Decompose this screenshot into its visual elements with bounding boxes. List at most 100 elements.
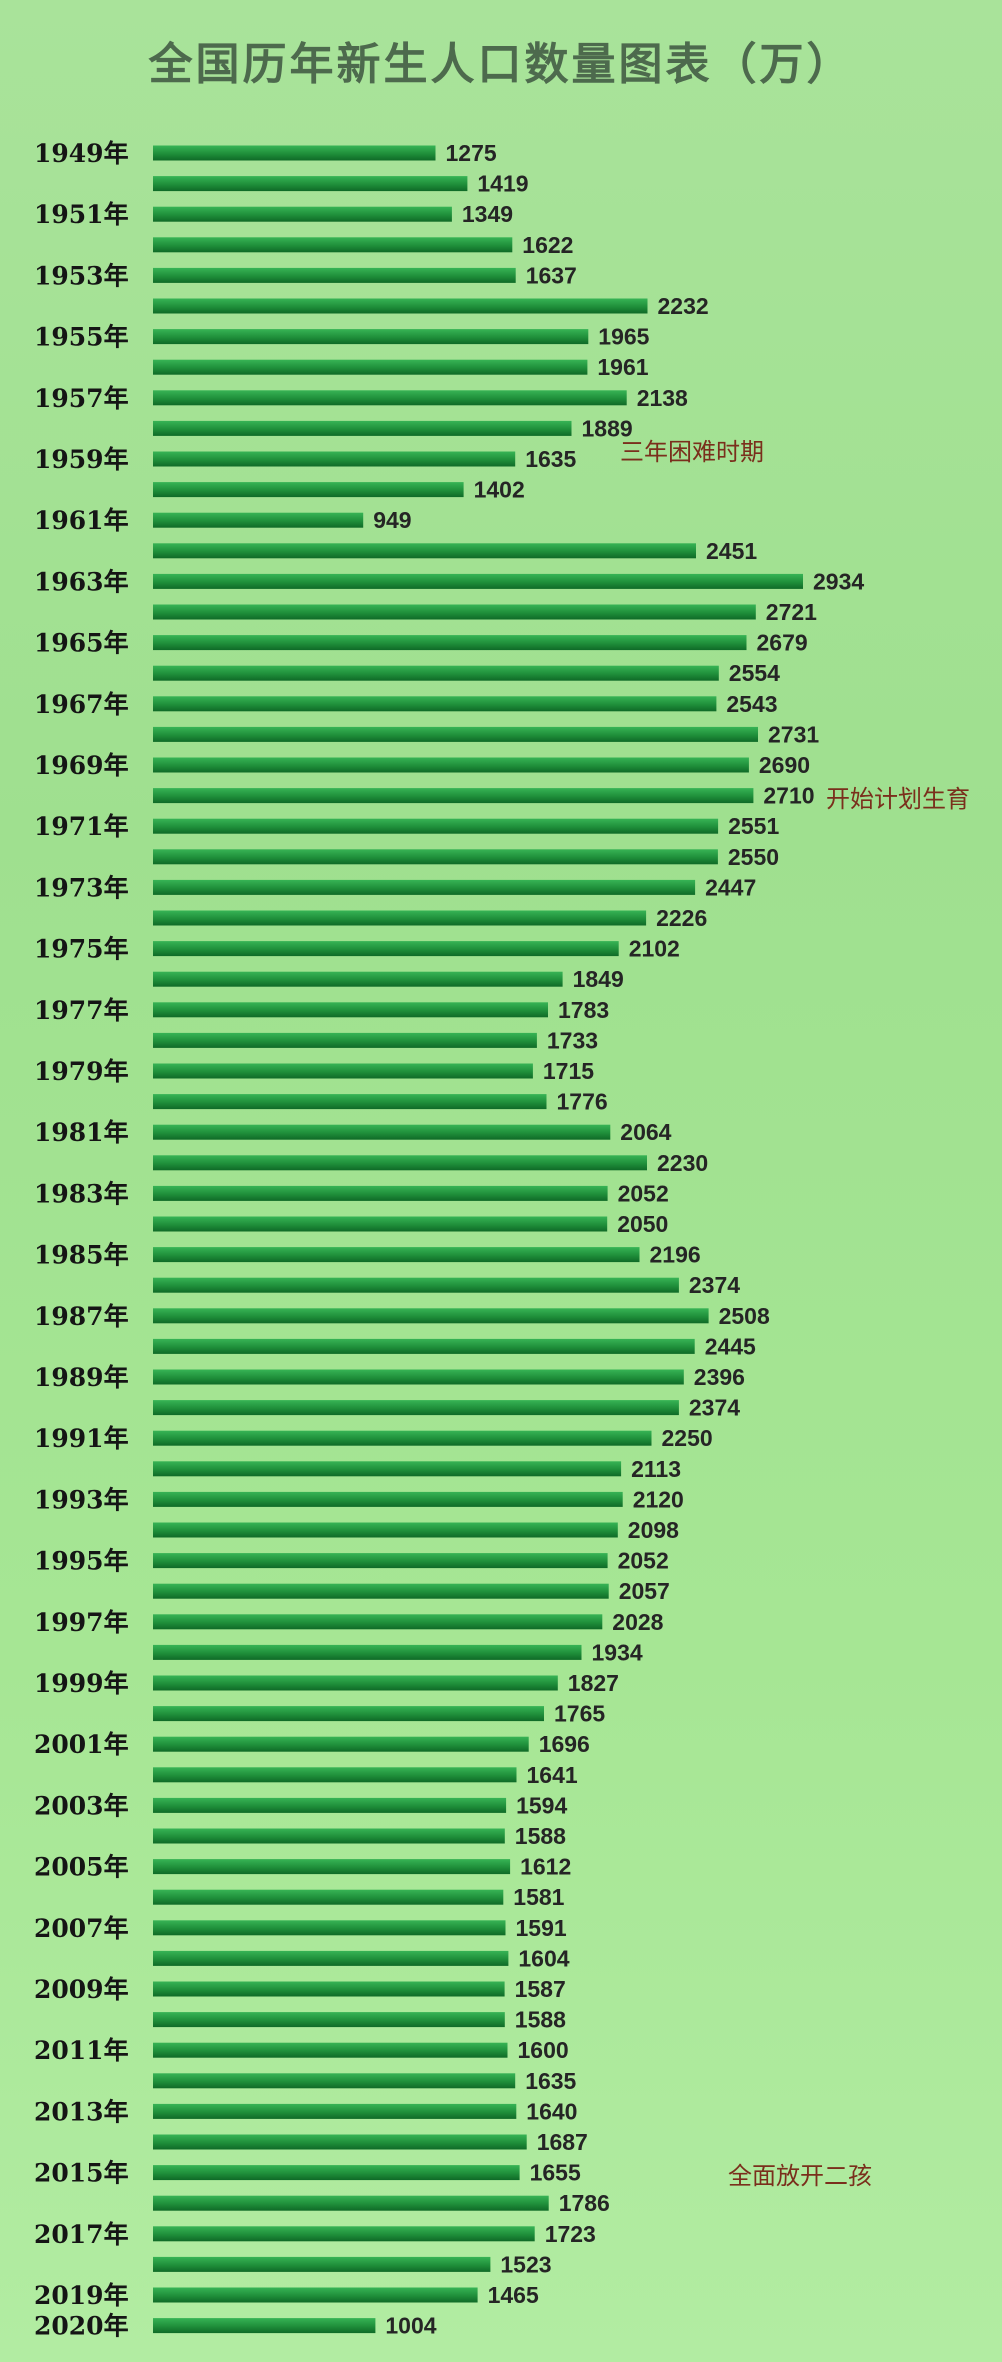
bar-2017 (153, 2226, 535, 2242)
bar-1973 (153, 879, 696, 895)
tick-label-1971: 1971年 (34, 812, 129, 841)
tick-label-2019: 2019年 (34, 2281, 129, 2310)
value-label-1985: 2196 (650, 1242, 701, 1268)
value-label-1956: 1961 (597, 354, 648, 380)
value-label-2019: 1465 (488, 2282, 539, 2308)
value-label-1952: 1622 (522, 232, 573, 258)
bar-1994 (153, 1522, 618, 1538)
tick-label-2020: 2020年 (34, 2312, 129, 2341)
bar-1976 (153, 971, 563, 987)
annotation-3: 全面放开二孩 (728, 2161, 872, 2190)
tick-label-2015: 2015年 (34, 2159, 129, 2188)
bar-1992 (153, 1461, 622, 1477)
value-label-1972: 2550 (728, 844, 779, 870)
bar-1984 (153, 1216, 608, 1232)
tick-label-1985: 1985年 (34, 1241, 129, 1270)
tick-label-1975: 1975年 (34, 935, 129, 964)
bar-2019 (153, 2287, 478, 2303)
value-label-1991: 2250 (662, 1425, 713, 1451)
tick-label-1955: 1955年 (34, 323, 129, 352)
bar-2012 (153, 2073, 516, 2089)
value-label-2015: 1655 (530, 2160, 581, 2186)
bar-1979 (153, 1063, 533, 1079)
value-label-1993: 2120 (633, 1486, 684, 1512)
value-label-2004: 1588 (515, 1823, 566, 1849)
value-label-1994: 2098 (628, 1517, 679, 1543)
tick-label-1983: 1983年 (34, 1179, 129, 1208)
bar-1955 (153, 329, 589, 345)
value-label-1966: 2554 (729, 660, 780, 686)
value-label-1963: 2934 (813, 568, 864, 594)
value-label-1997: 2028 (612, 1609, 663, 1635)
tick-label-2017: 2017年 (34, 2220, 129, 2249)
tick-label-1949: 1949年 (34, 139, 129, 168)
value-label-1958: 1889 (582, 415, 633, 441)
value-label-2016: 1786 (559, 2190, 610, 2216)
annotation-2: 开始计划生育 (826, 784, 970, 813)
value-label-1983: 2052 (618, 1180, 669, 1206)
bar-1963 (153, 573, 803, 589)
bar-1989 (153, 1369, 684, 1385)
value-label-1995: 2052 (618, 1548, 669, 1574)
bar-1996 (153, 1583, 609, 1599)
value-label-1988: 2445 (705, 1333, 756, 1359)
bar-2018 (153, 2256, 491, 2272)
value-label-2006: 1581 (513, 1884, 564, 1910)
bar-1968 (153, 726, 758, 742)
value-label-1986: 2374 (689, 1272, 740, 1298)
value-label-1977: 1783 (558, 997, 609, 1023)
bar-1966 (153, 665, 719, 681)
value-label-1982: 2230 (657, 1150, 708, 1176)
tick-label-1991: 1991年 (34, 1424, 129, 1453)
value-label-1954: 2232 (658, 293, 709, 319)
tick-label-2013: 2013年 (34, 2097, 129, 2126)
value-label-2020: 1004 (385, 2313, 436, 2339)
bar-1983 (153, 1185, 608, 1201)
bar-2013 (153, 2103, 517, 2119)
bar-1951 (153, 206, 452, 222)
value-label-2007: 1591 (516, 1915, 567, 1941)
bar-1957 (153, 390, 627, 406)
value-label-2014: 1687 (537, 2129, 588, 2155)
value-label-1961: 949 (373, 507, 411, 533)
bar-1970 (153, 788, 754, 804)
bar-1972 (153, 849, 718, 865)
bar-1958 (153, 420, 572, 436)
value-label-2002: 1641 (527, 1762, 578, 1788)
value-label-1962: 2451 (706, 538, 757, 564)
bar-2002 (153, 1767, 517, 1783)
bar-1998 (153, 1644, 582, 1660)
tick-label-1957: 1957年 (34, 384, 129, 413)
value-label-1957: 2138 (637, 385, 688, 411)
tick-label-1961: 1961年 (34, 506, 129, 535)
bar-1950 (153, 176, 468, 192)
value-label-2018: 1523 (500, 2251, 551, 2277)
value-label-2005: 1612 (520, 1854, 571, 1880)
value-label-1960: 1402 (474, 477, 525, 503)
tick-label-1989: 1989年 (34, 1363, 129, 1392)
value-label-1987: 2508 (719, 1303, 770, 1329)
bar-2009 (153, 1981, 505, 1997)
tick-label-1967: 1967年 (34, 690, 129, 719)
value-label-1996: 2057 (619, 1578, 670, 1604)
value-label-2000: 1765 (554, 1701, 605, 1727)
tick-label-2007: 2007年 (34, 1914, 129, 1943)
value-label-1984: 2050 (617, 1211, 668, 1237)
value-label-1955: 1965 (598, 324, 649, 350)
bar-2008 (153, 1950, 509, 1966)
tick-label-1965: 1965年 (34, 629, 129, 658)
value-label-1990: 2374 (689, 1395, 740, 1421)
bar-1978 (153, 1032, 537, 1048)
tick-label-1993: 1993年 (34, 1485, 129, 1514)
bar-1977 (153, 1002, 548, 1018)
bar-2020 (153, 2318, 376, 2334)
value-label-1968: 2731 (768, 721, 819, 747)
bar-1956 (153, 359, 588, 375)
bar-2016 (153, 2195, 549, 2211)
value-label-2012: 1635 (525, 2068, 576, 2094)
bar-2011 (153, 2042, 508, 2058)
bar-1985 (153, 1247, 640, 1263)
bar-2015 (153, 2165, 520, 2181)
tick-label-1973: 1973年 (34, 873, 129, 902)
